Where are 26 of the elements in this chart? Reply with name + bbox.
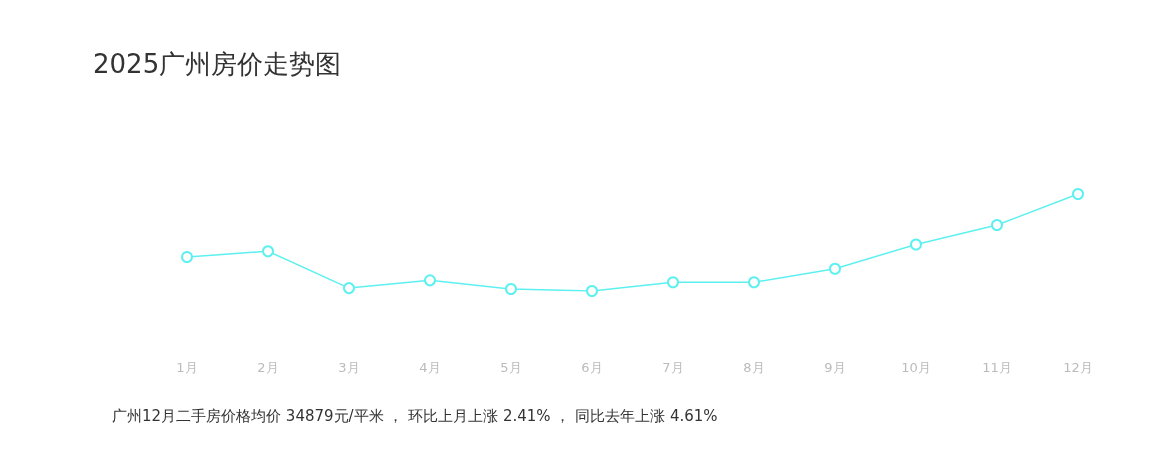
point: [748, 276, 760, 289]
x-tick-label: 12月: [1063, 360, 1093, 375]
point: [1072, 188, 1084, 200]
point: [829, 262, 841, 275]
chart-title: 2025广州房价走势图: [93, 49, 342, 79]
x-tick-label: 4月: [419, 360, 441, 375]
point: [667, 276, 679, 289]
x-tick-label: 9月: [824, 360, 846, 375]
x-tick-label: 3月: [338, 360, 360, 375]
text: 广州12月二手房价格均价 34879元/平米 ， 环比上月上涨 2.41% ， 同比去年上涨 4.61%: [112, 406, 718, 425]
point: [181, 251, 193, 264]
x-tick-label: 11月: [982, 360, 1012, 375]
point: [586, 285, 598, 297]
x-tick-label: 10月: [901, 360, 931, 375]
point: [343, 282, 355, 295]
x-tick-label: 1月: [176, 360, 198, 375]
x-tick-label: 8月: [743, 360, 765, 375]
x-tick-label: 7月: [662, 360, 684, 375]
point: [991, 219, 1003, 232]
point: [262, 245, 274, 258]
x-tick-label: 2月: [257, 360, 279, 375]
point: [505, 283, 517, 296]
point: [424, 274, 436, 287]
x-tick-label: 5月: [500, 360, 522, 375]
point: [910, 238, 922, 251]
x-tick-label: 6月: [581, 360, 603, 375]
